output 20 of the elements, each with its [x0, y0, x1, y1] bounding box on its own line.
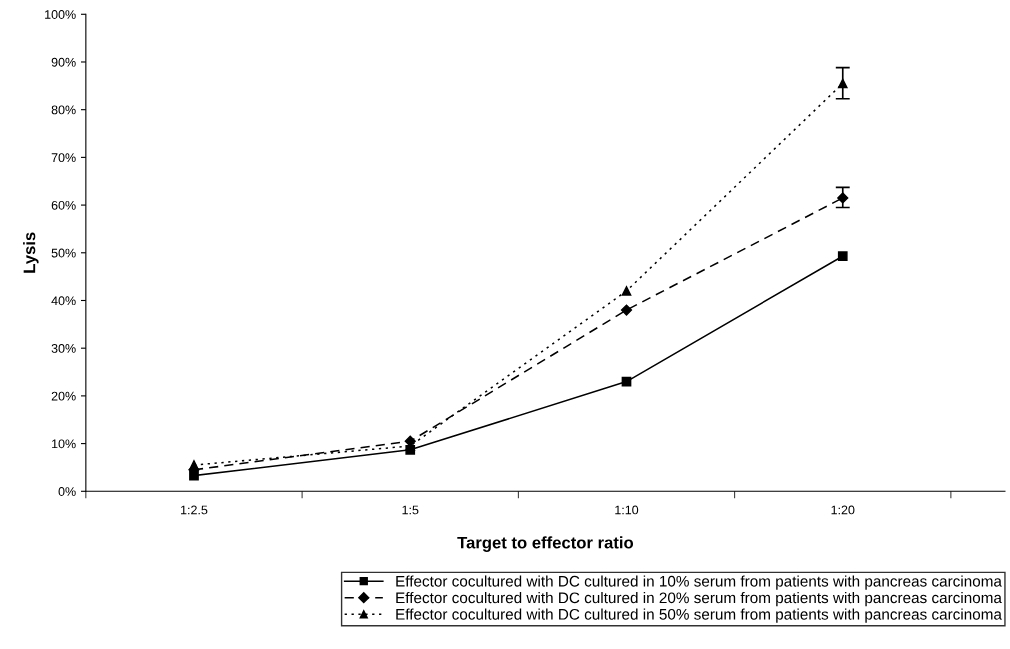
- legend-label: Effector cocultured with DC cultured in 10% serum from patients with pancreas carcinoma: [396, 575, 1002, 590]
- y-tick-label: 0%: [58, 487, 76, 496]
- x-tick-label: 1:10: [615, 505, 639, 515]
- y-tick-label: 30%: [51, 343, 76, 353]
- y-tick-label: 90%: [51, 57, 76, 67]
- legend-label: Effector cocultured with DC cultured in 20% serum from patients with pancreas carcinoma: [396, 591, 1002, 607]
- y-tick-label: 60%: [51, 200, 76, 210]
- x-tick-label: 1:2.5: [181, 505, 208, 515]
- y-tick-label: 10%: [52, 439, 76, 449]
- y-tick-label: 20%: [51, 391, 76, 401]
- y-tick-label: 100%: [45, 10, 76, 19]
- y-axis-title: Lysis: [23, 232, 39, 273]
- x-tick-label: 1:5: [402, 505, 419, 515]
- y-tick-label: 40%: [51, 296, 76, 306]
- y-tick-label: 50%: [51, 248, 76, 258]
- x-tick-label: 1:20: [831, 505, 855, 515]
- legend-label: Effector cocultured with DC cultured in 50% serum from patients with pancreas carcinoma: [396, 608, 1002, 623]
- x-axis-title: Target to effector ratio: [457, 536, 634, 552]
- y-tick-label: 70%: [51, 153, 76, 163]
- y-tick-label: 80%: [51, 105, 76, 115]
